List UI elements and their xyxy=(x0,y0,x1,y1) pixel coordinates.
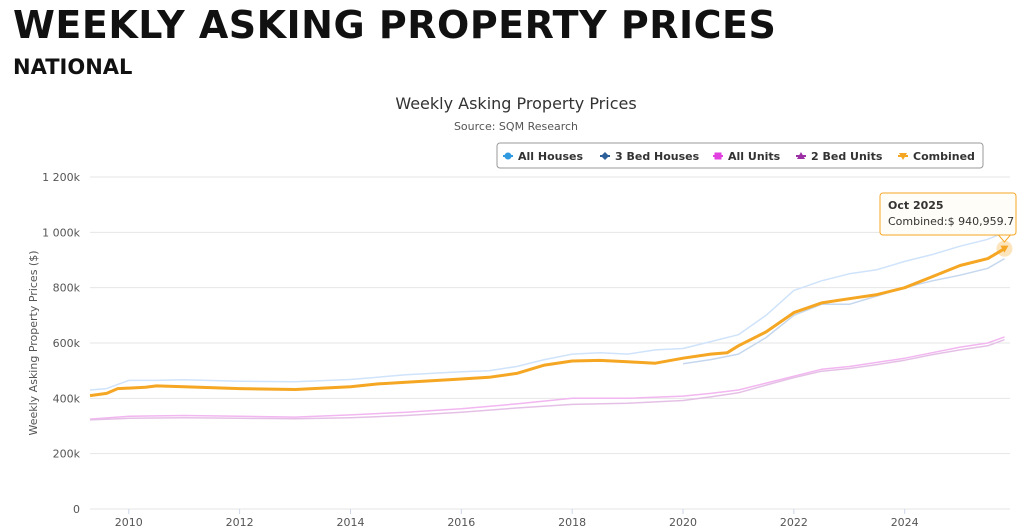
x-tick-label: 2022 xyxy=(780,516,808,529)
legend-marker-icon xyxy=(797,152,805,159)
legend-label: All Houses xyxy=(518,150,583,163)
tooltip-point-marker xyxy=(1000,245,1009,253)
x-tick-label: 2014 xyxy=(336,516,364,529)
legend-label: 2 Bed Units xyxy=(811,150,883,163)
y-tick-label: 1 200k xyxy=(42,171,80,184)
legend-marker-icon xyxy=(899,153,907,160)
tooltip-pointer xyxy=(997,234,1012,243)
y-tick-label: 800k xyxy=(53,282,81,295)
legend-item-2-bed-units[interactable]: 2 Bed Units xyxy=(796,150,883,163)
chart-subtitle: Source: SQM Research xyxy=(454,120,578,133)
y-axis-label: Weekly Asking Property Prices ($) xyxy=(27,250,40,435)
legend-box xyxy=(496,142,984,169)
tooltip-title: Oct 2025 xyxy=(888,199,944,212)
y-axis-ticks: 0 200k 400k 600k 800k 1 000k 1 200k xyxy=(42,171,80,516)
legend-marker-icon xyxy=(601,152,609,160)
legend-marker-icon xyxy=(504,152,512,160)
legend-item-all-houses[interactable]: All Houses xyxy=(503,150,583,163)
x-tick-label: 2020 xyxy=(669,516,697,529)
x-tick-label: 2010 xyxy=(115,516,143,529)
y-tick-label: 600k xyxy=(53,337,81,350)
legend-item-all-units[interactable]: All Units xyxy=(713,150,781,163)
x-tick-label: 2024 xyxy=(891,516,919,529)
tooltip-value: Combined:$ 940,959.7 xyxy=(888,215,1014,228)
y-tick-label: 1 000k xyxy=(42,226,80,239)
x-tick-label: 2016 xyxy=(447,516,475,529)
legend-label: 3 Bed Houses xyxy=(615,150,700,163)
legend-item-combined[interactable]: Combined xyxy=(898,150,975,163)
chart-legend: All Houses 3 Bed Houses All Units 2 Bed Uni… xyxy=(496,142,984,169)
series-line-3-bed-houses[interactable] xyxy=(682,257,1005,365)
series-line-all-houses[interactable] xyxy=(89,231,1005,391)
y-tick-label: 0 xyxy=(73,503,80,516)
series-line-all-units[interactable] xyxy=(89,336,1005,420)
legend-label: Combined xyxy=(913,150,975,163)
x-tick-label: 2012 xyxy=(226,516,254,529)
grid-lines xyxy=(90,176,1010,510)
legend-marker-icon xyxy=(714,152,722,160)
x-axis-ticks: 2010 2012 2014 2016 2018 2020 2022 2024 xyxy=(115,509,919,529)
y-tick-label: 400k xyxy=(53,392,81,405)
chart-title: Weekly Asking Property Prices xyxy=(395,94,636,113)
series-line-combined[interactable] xyxy=(89,247,1006,398)
series-lines xyxy=(89,231,1006,421)
y-tick-label: 200k xyxy=(53,448,81,461)
series-line-2-bed-units[interactable] xyxy=(89,338,1005,421)
legend-label: All Units xyxy=(728,150,781,163)
tooltip-box xyxy=(879,192,1017,236)
legend-item-3-bed-houses[interactable]: 3 Bed Houses xyxy=(600,150,700,163)
x-tick-label: 2018 xyxy=(558,516,586,529)
page-title: WEEKLY ASKING PROPERTY PRICES xyxy=(13,3,777,47)
page-subtitle: NATIONAL xyxy=(13,55,133,79)
chart-tooltip: Oct 2025 Combined:$ 940,959.7 xyxy=(879,192,1017,257)
